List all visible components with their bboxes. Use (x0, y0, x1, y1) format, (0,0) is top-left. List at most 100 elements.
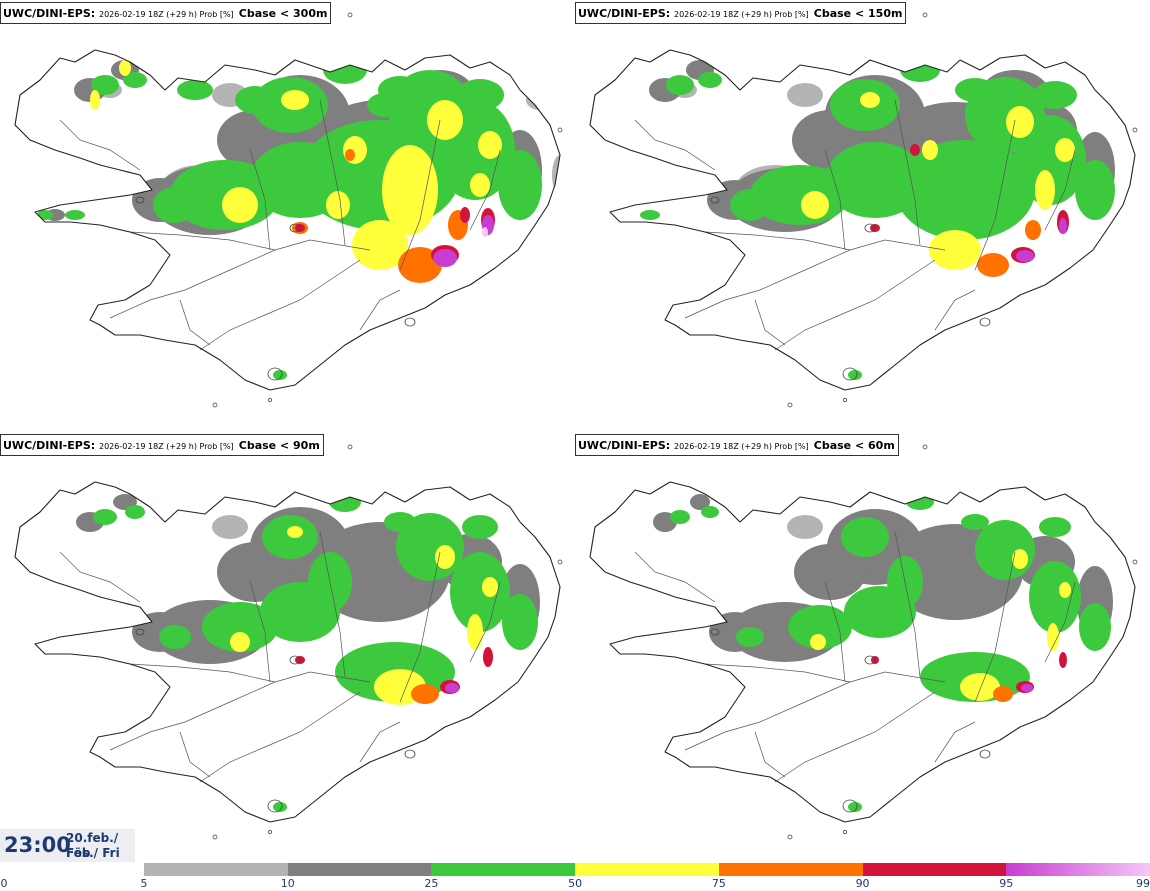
probability-area-green (498, 150, 542, 220)
colorbar-tick-label: 75 (711, 877, 726, 890)
probability-area-green (788, 605, 852, 649)
colorbar-tick-label: 0 (0, 877, 8, 890)
island (922, 444, 928, 450)
road (359, 289, 401, 331)
road (1044, 149, 1076, 231)
lake (404, 317, 416, 327)
road (1044, 581, 1076, 663)
probability-area-yellow (801, 191, 829, 219)
map-panel-bottom-left: UWC/DINI-EPS: 2026-02-19 18Z (+29 h) Pro… (0, 432, 575, 864)
probability-area-lgray (508, 52, 532, 68)
road (109, 239, 371, 319)
lake (404, 749, 416, 759)
probability-area-lgray (320, 34, 340, 46)
probability-area-green (384, 512, 416, 532)
road (894, 531, 921, 678)
probability-area-yellow (482, 577, 498, 597)
probability-area-green (1039, 517, 1071, 537)
valid-time-box: 23:00 20.feb./ Feb Fös./ Fri (0, 829, 135, 862)
roads (634, 531, 1076, 783)
run-info: 2026-02-19 18Z (+29 h) Prob [%] (673, 10, 809, 19)
run-info: 2026-02-19 18Z (+29 h) Prob [%] (98, 442, 234, 451)
probability-area-green (329, 492, 361, 512)
road (199, 691, 361, 783)
probability-area-green (235, 86, 275, 114)
valid-time: 23:00 (4, 833, 71, 857)
probability-area-green (848, 802, 862, 812)
lake (289, 655, 301, 665)
probability-area-mag (433, 249, 457, 267)
lake (864, 655, 876, 665)
probability-area-green (404, 320, 416, 330)
colorbar-tick-label: 25 (424, 877, 439, 890)
probability-area-mag (1016, 250, 1034, 262)
probability-area-yellow (470, 173, 490, 197)
probability-area-orange (993, 686, 1013, 702)
probability-area-green (367, 93, 403, 117)
probability-area-lgray (320, 466, 340, 478)
probability-area-yellow (1035, 170, 1055, 210)
road (684, 671, 946, 751)
lake (135, 628, 145, 636)
probability-area-yellow (90, 90, 100, 110)
probability-area-red (483, 647, 493, 667)
road (399, 551, 441, 703)
probability-area-red (1059, 652, 1067, 668)
probability-area-yellow (929, 230, 981, 270)
road (934, 721, 976, 763)
probability-area-green (841, 517, 889, 557)
road (704, 663, 851, 683)
road (109, 671, 371, 751)
iceland-probability-map (589, 444, 1138, 840)
lake (267, 367, 283, 381)
road (59, 119, 141, 171)
colorbar-tick-label: 10 (280, 877, 295, 890)
probability-area-mag (1021, 684, 1033, 692)
model-name: UWC/DINI-EPS (3, 7, 91, 20)
road (199, 259, 361, 351)
road (754, 731, 786, 778)
probability-area-green (848, 370, 862, 380)
probability-area-green (975, 520, 1035, 580)
variable-name: Cbase < 60m (813, 439, 895, 452)
probability-area-yellow (478, 131, 502, 159)
probability-area-green (701, 506, 719, 518)
probability-area-green (153, 187, 197, 223)
road (934, 289, 976, 331)
run-info: 2026-02-19 18Z (+29 h) Prob [%] (98, 10, 234, 19)
probability-area-red (460, 207, 470, 223)
probability-area-green (93, 509, 117, 525)
variable-name: Cbase < 90m (238, 439, 320, 452)
probability-area-green (1075, 160, 1115, 220)
probability-area-green (730, 189, 770, 221)
probability-area-yellow (119, 60, 131, 76)
probability-area-yellow (467, 614, 483, 650)
road (974, 119, 1016, 271)
island (787, 402, 793, 408)
road (894, 99, 921, 246)
probability-area-green (1033, 81, 1077, 109)
probability-area-yellow (281, 90, 309, 110)
probability-area-green (123, 72, 147, 88)
probability-area-green (900, 58, 940, 82)
roads (634, 99, 1076, 351)
colorbar-bin (431, 863, 576, 876)
probability-area-green (895, 140, 1035, 240)
island (212, 402, 218, 408)
road (684, 239, 946, 319)
road (704, 231, 851, 251)
probability-area-yellow (922, 140, 938, 160)
probability-area-lgray (787, 83, 823, 107)
colorbar-tick-label: 99 (1136, 877, 1150, 890)
probability-area-green (450, 552, 510, 632)
road (319, 99, 346, 246)
road (179, 731, 211, 778)
probability-area-green (670, 510, 690, 524)
probability-area-yellow (382, 145, 438, 235)
probability-area-green (736, 627, 764, 647)
probability-area-yellow (343, 136, 367, 164)
colorbar-tick-label: 95 (999, 877, 1014, 890)
probability-area-orange (411, 684, 439, 704)
probability-area-green (698, 72, 722, 88)
probability-area-green (404, 752, 416, 762)
